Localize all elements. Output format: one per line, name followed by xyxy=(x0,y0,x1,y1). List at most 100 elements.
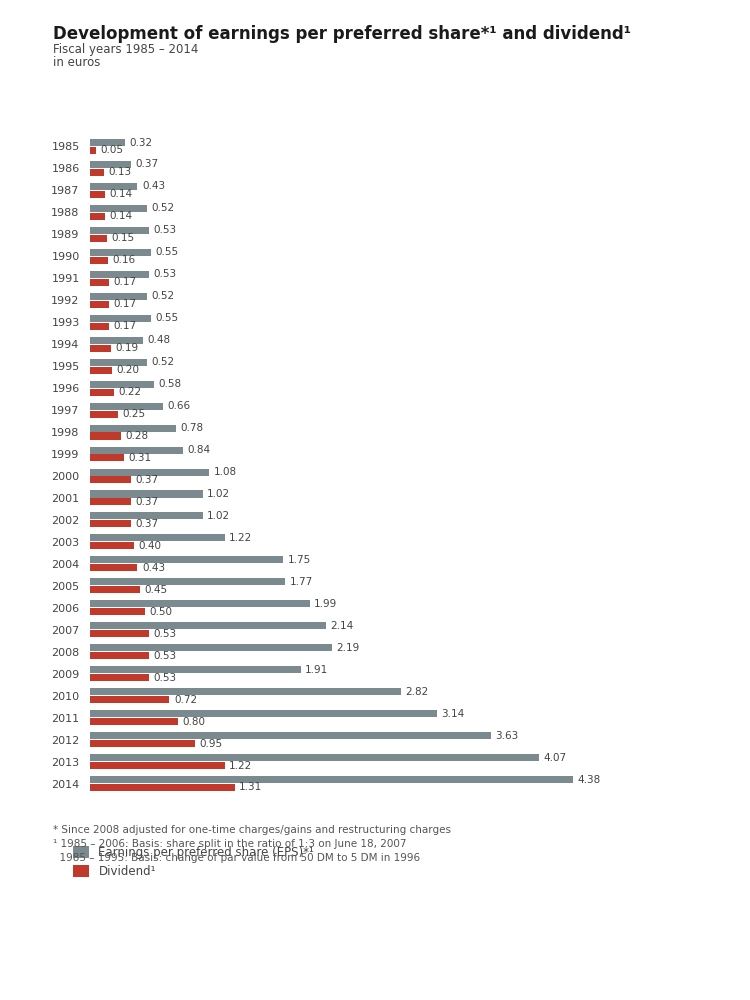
Text: 1.99: 1.99 xyxy=(314,599,338,609)
Bar xyxy=(90,600,310,607)
Text: 0.80: 0.80 xyxy=(183,717,206,727)
Bar xyxy=(90,776,574,783)
Bar xyxy=(90,367,112,374)
Bar xyxy=(90,644,332,651)
Bar xyxy=(90,389,114,396)
Bar xyxy=(90,337,143,344)
Bar xyxy=(90,534,225,541)
Bar xyxy=(90,345,111,352)
Bar xyxy=(90,564,137,571)
Text: 2.19: 2.19 xyxy=(336,643,359,653)
Bar xyxy=(90,490,202,498)
Text: Development of earnings per preferred share*¹ and dividend¹: Development of earnings per preferred sh… xyxy=(53,25,631,43)
Text: 1.75: 1.75 xyxy=(287,555,310,565)
Bar xyxy=(90,293,148,300)
Text: 0.55: 0.55 xyxy=(155,247,178,257)
Bar xyxy=(90,710,436,717)
Bar xyxy=(90,674,148,681)
Text: 0.43: 0.43 xyxy=(142,563,165,573)
Text: 0.25: 0.25 xyxy=(122,409,146,419)
Text: * Since 2008 adjusted for one-time charges/gains and restructuring charges: * Since 2008 adjusted for one-time charg… xyxy=(53,825,451,835)
Text: 0.37: 0.37 xyxy=(135,159,158,169)
Text: 0.22: 0.22 xyxy=(118,387,142,397)
Text: 0.17: 0.17 xyxy=(113,299,136,309)
Text: 0.95: 0.95 xyxy=(200,739,223,749)
Bar xyxy=(90,249,151,256)
Bar xyxy=(90,169,104,176)
Bar xyxy=(90,139,125,146)
Text: 0.05: 0.05 xyxy=(100,145,123,155)
Text: 0.16: 0.16 xyxy=(112,255,135,265)
Bar xyxy=(90,191,106,198)
Bar xyxy=(90,403,163,410)
Bar xyxy=(90,213,106,220)
Text: ¹ 1985 – 2006: Basis: share split in the ratio of 1:3 on June 18, 2007: ¹ 1985 – 2006: Basis: share split in the… xyxy=(53,839,406,849)
Bar xyxy=(90,630,148,637)
Text: 0.14: 0.14 xyxy=(110,189,133,199)
Text: 2.14: 2.14 xyxy=(331,621,354,631)
Bar xyxy=(90,688,401,695)
Text: 0.53: 0.53 xyxy=(153,629,176,639)
Text: 0.17: 0.17 xyxy=(113,277,136,287)
Bar xyxy=(90,235,106,242)
Bar xyxy=(90,732,490,739)
Text: 0.48: 0.48 xyxy=(148,335,170,345)
Text: 0.43: 0.43 xyxy=(142,181,165,191)
Bar xyxy=(90,718,178,725)
Text: 0.78: 0.78 xyxy=(181,423,204,433)
Bar xyxy=(90,161,130,168)
Bar xyxy=(90,301,109,308)
Text: 0.52: 0.52 xyxy=(152,357,175,367)
Text: 1.22: 1.22 xyxy=(229,533,252,543)
Text: 0.52: 0.52 xyxy=(152,203,175,213)
Bar xyxy=(90,578,285,585)
Bar xyxy=(90,432,121,440)
Bar xyxy=(90,740,195,747)
Text: 0.31: 0.31 xyxy=(129,453,152,463)
Text: 4.38: 4.38 xyxy=(578,775,601,785)
Bar xyxy=(90,608,146,615)
Text: 1.02: 1.02 xyxy=(207,511,230,521)
Bar xyxy=(90,784,235,791)
Text: 0.37: 0.37 xyxy=(135,519,158,529)
Legend: Earnings per preferred share (EPS)*¹, Dividend¹: Earnings per preferred share (EPS)*¹, Di… xyxy=(73,846,314,878)
Text: in euros: in euros xyxy=(53,56,100,69)
Bar xyxy=(90,205,148,212)
Text: 3.14: 3.14 xyxy=(441,709,464,719)
Bar xyxy=(90,512,202,519)
Bar xyxy=(90,556,284,563)
Bar xyxy=(90,425,176,432)
Bar xyxy=(90,147,95,154)
Text: 1.77: 1.77 xyxy=(290,577,313,587)
Text: 1.02: 1.02 xyxy=(207,489,230,499)
Bar xyxy=(90,498,130,505)
Bar xyxy=(90,762,225,769)
Text: 0.58: 0.58 xyxy=(158,379,182,389)
Text: 0.53: 0.53 xyxy=(153,225,176,235)
Bar xyxy=(90,652,148,659)
Text: 0.66: 0.66 xyxy=(167,401,190,411)
Text: 0.17: 0.17 xyxy=(113,321,136,331)
Text: 0.20: 0.20 xyxy=(116,365,140,375)
Text: 0.37: 0.37 xyxy=(135,497,158,507)
Text: 0.19: 0.19 xyxy=(116,343,139,353)
Text: 1985 – 1995: Basis: change of par value from 50 DM to 5 DM in 1996: 1985 – 1995: Basis: change of par value … xyxy=(53,853,420,863)
Bar xyxy=(90,323,109,330)
Text: 0.13: 0.13 xyxy=(109,167,132,177)
Bar xyxy=(90,381,154,388)
Text: 0.37: 0.37 xyxy=(135,475,158,485)
Bar xyxy=(90,476,130,483)
Bar xyxy=(90,411,118,418)
Text: 0.55: 0.55 xyxy=(155,313,178,323)
Text: 3.63: 3.63 xyxy=(495,731,518,741)
Bar xyxy=(90,447,183,454)
Text: 0.52: 0.52 xyxy=(152,291,175,301)
Text: 0.32: 0.32 xyxy=(130,138,153,148)
Bar xyxy=(90,227,148,234)
Text: 0.28: 0.28 xyxy=(125,431,148,441)
Text: 2.82: 2.82 xyxy=(406,687,429,697)
Bar xyxy=(90,520,130,527)
Text: 0.84: 0.84 xyxy=(188,445,210,455)
Bar xyxy=(90,666,301,673)
Bar xyxy=(90,754,539,761)
